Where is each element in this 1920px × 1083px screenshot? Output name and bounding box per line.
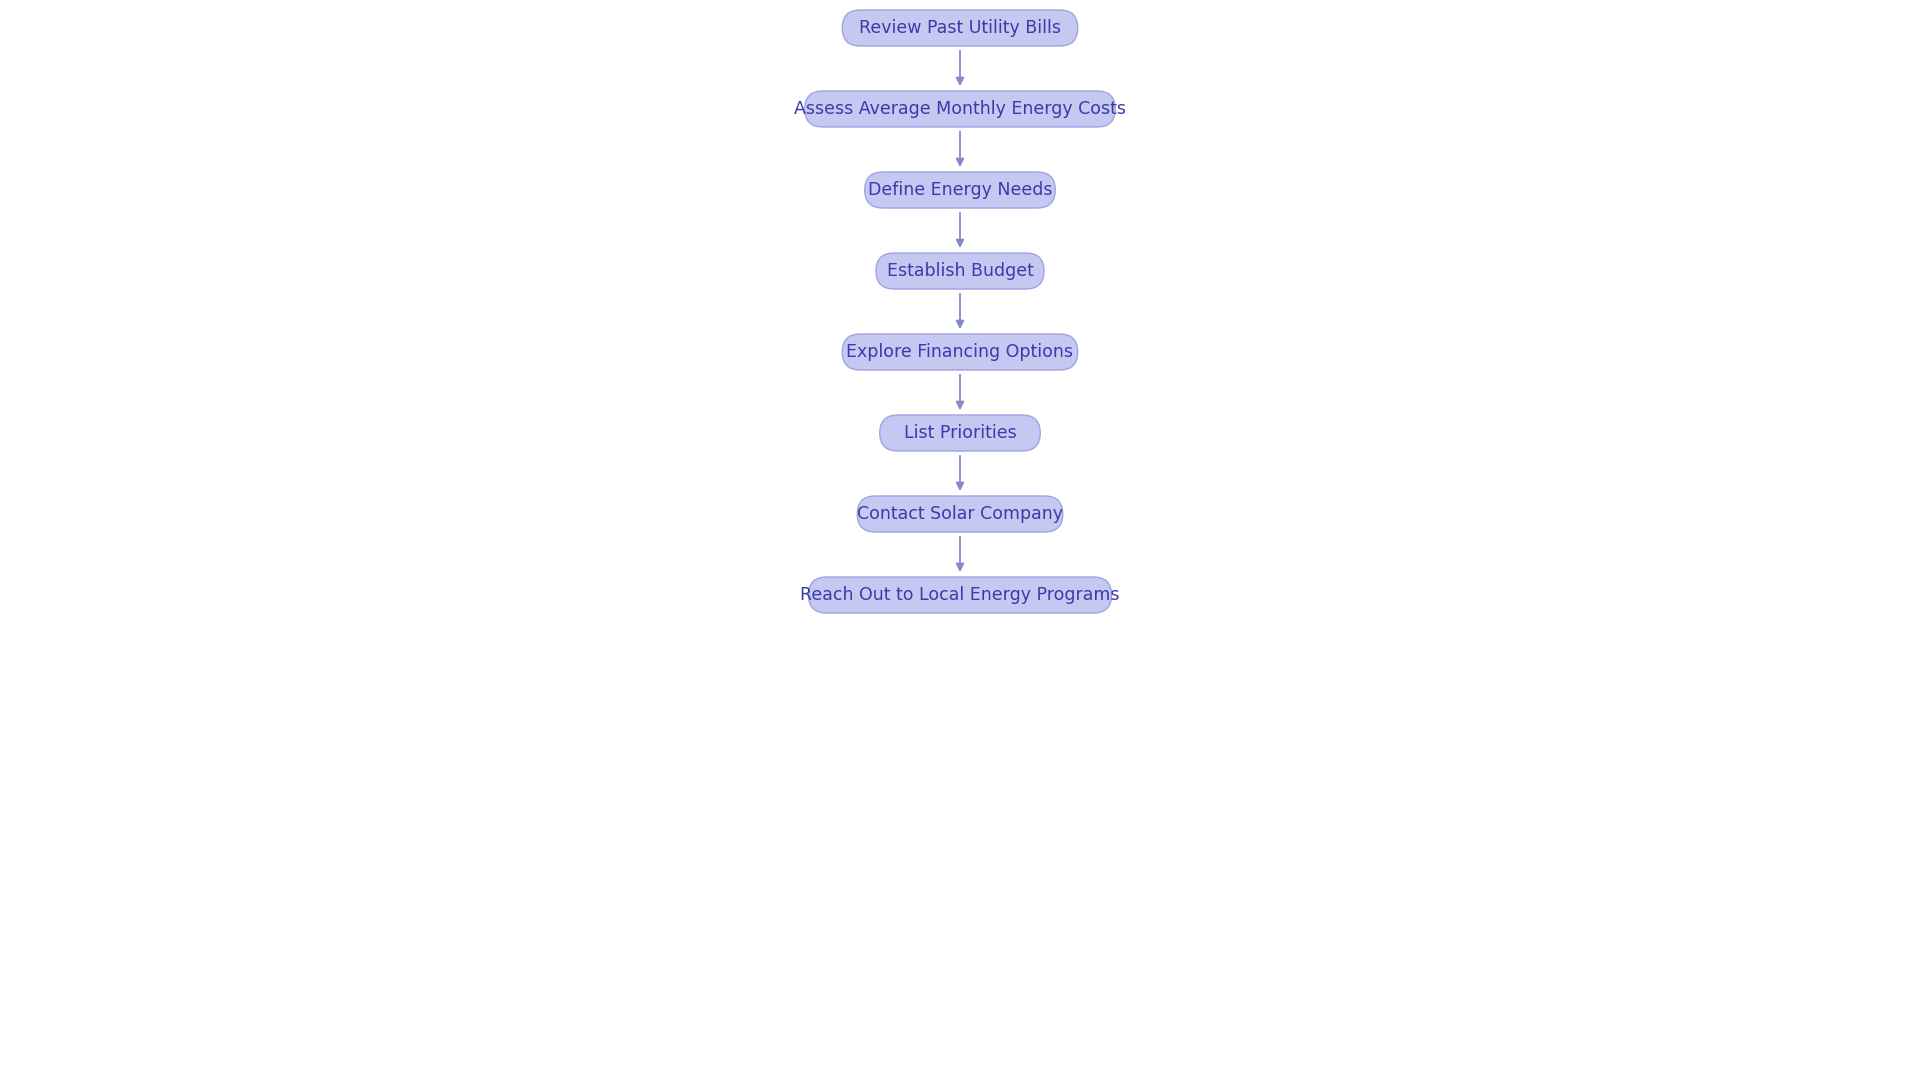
Text: Reach Out to Local Energy Programs: Reach Out to Local Energy Programs xyxy=(801,586,1119,604)
Text: Establish Budget: Establish Budget xyxy=(887,262,1033,280)
Text: List Priorities: List Priorities xyxy=(904,425,1016,442)
Text: Explore Financing Options: Explore Financing Options xyxy=(847,343,1073,361)
FancyBboxPatch shape xyxy=(808,577,1112,613)
FancyBboxPatch shape xyxy=(879,415,1041,451)
Text: Review Past Utility Bills: Review Past Utility Bills xyxy=(858,19,1062,37)
FancyBboxPatch shape xyxy=(843,10,1077,45)
Text: Assess Average Monthly Energy Costs: Assess Average Monthly Energy Costs xyxy=(795,100,1125,118)
FancyBboxPatch shape xyxy=(843,334,1077,370)
Text: Contact Solar Company: Contact Solar Company xyxy=(856,505,1064,523)
FancyBboxPatch shape xyxy=(804,91,1116,127)
FancyBboxPatch shape xyxy=(864,172,1056,208)
Text: Define Energy Needs: Define Energy Needs xyxy=(868,181,1052,199)
FancyBboxPatch shape xyxy=(876,253,1044,289)
FancyBboxPatch shape xyxy=(856,496,1064,532)
